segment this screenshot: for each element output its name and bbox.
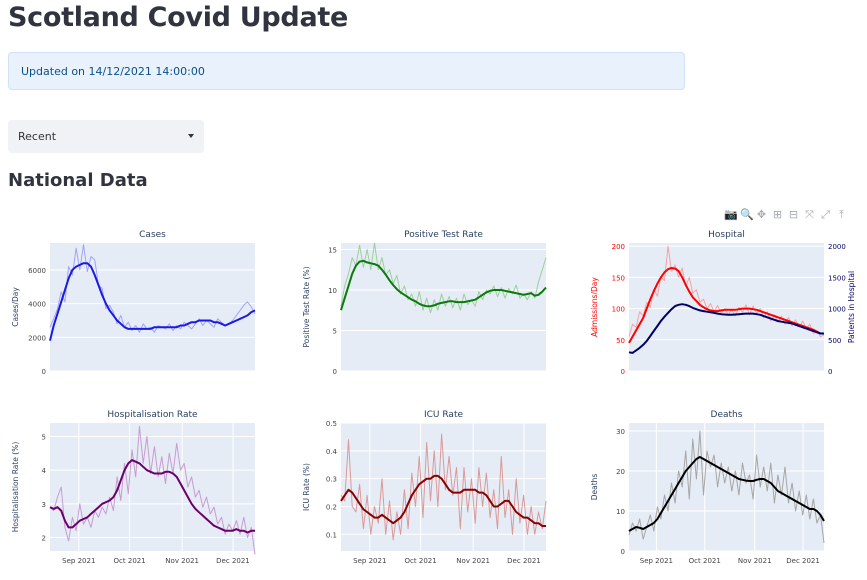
y-tick-label: 0 xyxy=(621,368,625,376)
y2-tick-label: 1500 xyxy=(828,274,846,282)
y-tick-label: 3 xyxy=(42,501,46,509)
y2-tick-label: 1000 xyxy=(828,306,846,314)
chart-3: 2 3 4 5 Sep 2021 Oct 2021 Nov 2021 Dec 2021 Hosp… xyxy=(11,410,256,565)
zoom-icon[interactable]: 🔍 xyxy=(740,208,754,221)
y-tick-label: 0.3 xyxy=(326,476,337,484)
series-line-avg xyxy=(49,262,256,341)
x-tick-label: Nov 2021 xyxy=(165,557,199,565)
series-line-avg xyxy=(340,259,547,311)
autoscale-icon[interactable]: ⤧ xyxy=(805,208,814,221)
y-tick-label: 50 xyxy=(616,337,625,345)
y2-tick-label: 500 xyxy=(828,337,841,345)
y-tick-label: 6000 xyxy=(28,267,46,275)
chart-title: ICU Rate xyxy=(424,410,463,420)
series-line-avg xyxy=(49,459,255,534)
series-line-raw xyxy=(49,244,256,333)
y-tick-label: 200 xyxy=(612,243,625,251)
y-tick-label: 100 xyxy=(612,306,625,314)
y-axis-label: Cases/Day xyxy=(11,287,20,327)
y-axis-label: ICU Rate (%) xyxy=(302,463,311,511)
y-tick-label: 10 xyxy=(616,508,625,516)
x-tick-label: Sep 2021 xyxy=(640,557,673,565)
x-tick-label: Nov 2021 xyxy=(738,557,772,565)
update-info-banner: Updated on 14/12/2021 14:00:00 xyxy=(8,52,685,90)
y-tick-label: 20 xyxy=(616,468,625,476)
y-axis-label: Deaths xyxy=(590,474,599,501)
y-tick-label: 15 xyxy=(328,246,337,254)
chevron-down-icon xyxy=(188,134,194,138)
zoom-out-icon[interactable]: ⊟ xyxy=(788,208,799,221)
series-line-avg xyxy=(628,456,825,532)
x-tick-label: Dec 2021 xyxy=(786,557,820,565)
x-tick-label: Sep 2021 xyxy=(353,557,386,565)
x-tick-label: Oct 2021 xyxy=(114,557,146,565)
y2-tick-label: 2000 xyxy=(828,243,846,251)
y-tick-label: 0.5 xyxy=(326,420,337,428)
update-info-text: Updated on 14/12/2021 14:00:00 xyxy=(21,65,205,78)
page-title: Scotland Covid Update xyxy=(8,2,348,33)
y2-axis-label: Patients in Hospital xyxy=(847,271,856,343)
chart-title: Hospital xyxy=(708,230,745,240)
y-tick-label: 0 xyxy=(333,368,337,376)
camera-icon[interactable]: 📷 xyxy=(724,208,738,221)
x-tick-label: Nov 2021 xyxy=(456,557,490,565)
chart-title: Hospitalisation Rate xyxy=(107,410,198,420)
chart-2: 0 50 100 150 200 Hospital Admissions/Day 0 500 10… xyxy=(590,230,856,376)
plot-area xyxy=(50,243,255,371)
plot-area xyxy=(629,423,824,551)
y-tick-label: 0 xyxy=(621,548,625,556)
period-select-value: Recent xyxy=(18,130,57,143)
x-tick-label: Oct 2021 xyxy=(689,557,721,565)
period-select[interactable]: Recent xyxy=(8,120,204,153)
y-tick-label: 2000 xyxy=(28,334,46,342)
x-tick-label: Dec 2021 xyxy=(507,557,541,565)
plot-modebar: 📷 🔍 ✥ ⊞ ⊟ ⤧ ⤢ ⤒ xyxy=(724,208,847,224)
series-line-avg xyxy=(628,303,824,354)
y-tick-label: 2 xyxy=(42,535,46,543)
chart-title: Deaths xyxy=(711,410,743,420)
chart-title: Positive Test Rate xyxy=(404,230,483,240)
series-line-raw xyxy=(628,430,825,544)
section-title: National Data xyxy=(8,170,148,191)
y-tick-label: 4 xyxy=(42,467,47,475)
chart-1: 0 5 10 15 Positive Test Rate Positive Test Ra… xyxy=(302,230,547,376)
y-tick-label: 5 xyxy=(333,327,337,335)
x-tick-label: Sep 2021 xyxy=(62,557,95,565)
y-tick-label: 0.4 xyxy=(326,448,338,456)
series-line-raw xyxy=(340,433,547,541)
plot-area xyxy=(629,243,824,371)
y-axis-label: Admissions/Day xyxy=(590,277,599,337)
zoom-in-icon[interactable]: ⊞ xyxy=(772,208,783,221)
y-tick-label: 5 xyxy=(42,433,46,441)
y-axis-label: Positive Test Rate (%) xyxy=(302,266,311,347)
reset-axes-icon[interactable]: ⤢ xyxy=(821,208,830,221)
x-tick-label: Oct 2021 xyxy=(405,557,437,565)
y-tick-label: 30 xyxy=(616,428,625,436)
series-line-avg xyxy=(628,267,824,344)
series-line-avg xyxy=(340,474,546,527)
chart-title: Cases xyxy=(139,230,166,240)
y2-tick-label: 0 xyxy=(828,368,832,376)
y-tick-label: 4000 xyxy=(28,301,46,309)
series-line-raw xyxy=(49,425,256,555)
y-tick-label: 10 xyxy=(328,287,337,295)
y-tick-label: 0.1 xyxy=(326,531,337,539)
y-tick-label: 150 xyxy=(612,274,625,282)
x-tick-label: Dec 2021 xyxy=(216,557,250,565)
y-axis-label: Hospitalisation Rate (%) xyxy=(11,442,20,533)
y-tick-label: 0.2 xyxy=(326,503,337,511)
chart-0: 0 2000 4000 6000 Cases Cases/Day xyxy=(11,230,256,376)
pan-icon[interactable]: ✥ xyxy=(756,208,767,221)
chart-5: 0 10 20 30 Sep 2021 Oct 2021 Nov 2021 Dec 2021 D… xyxy=(590,410,825,565)
y-tick-label: 0 xyxy=(42,368,46,376)
spike-lines-icon[interactable]: ⤒ xyxy=(839,208,844,221)
chart-4: 0.1 0.2 0.3 0.4 0.5 Sep 2021 Oct 2021 Nov 2021 D… xyxy=(302,410,547,565)
